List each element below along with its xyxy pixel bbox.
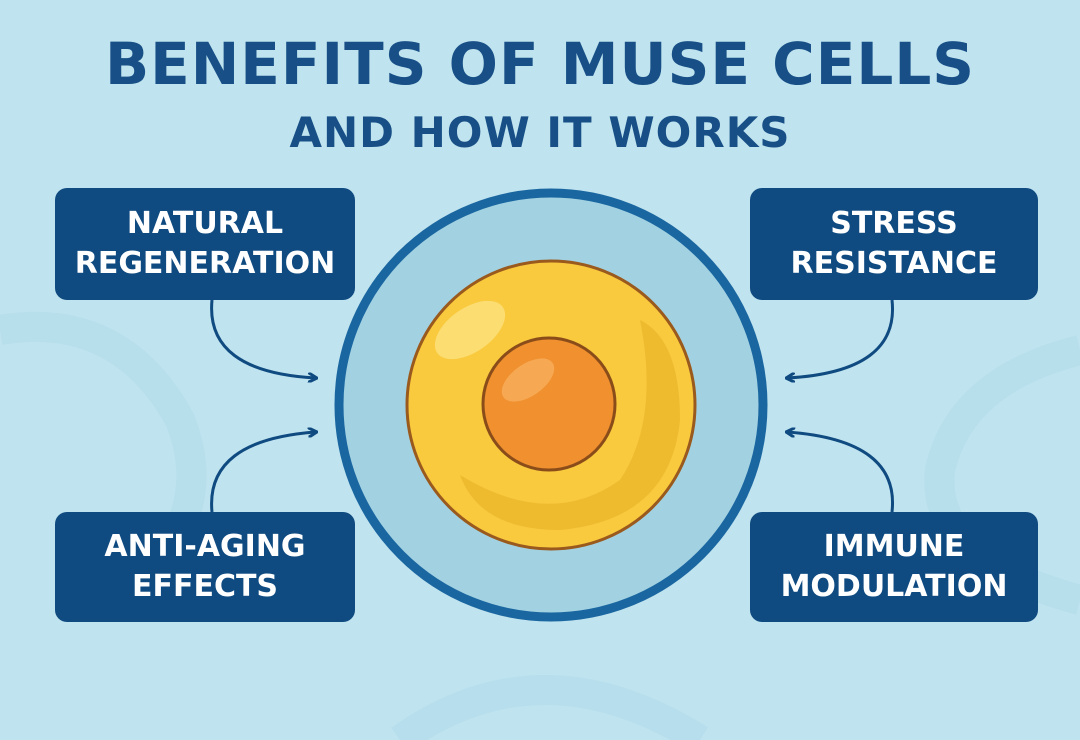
title-line-2: AND HOW IT WORKS (289, 108, 791, 157)
benefit-stress-resistance: STRESS RESISTANCE (750, 188, 1038, 300)
title-line-1: BENEFITS OF MUSE CELLS (104, 30, 976, 98)
benefit-label: NATURAL (126, 206, 284, 241)
benefit-label: MODULATION (780, 569, 1008, 604)
cell-highlight (434, 300, 506, 360)
benefit-label: IMMUNE (823, 529, 965, 564)
arrow-stress-resistance (787, 299, 895, 378)
nucleus-highlight (501, 358, 555, 402)
benefit-label: REGENERATION (74, 246, 336, 281)
benefit-natural-regeneration: NATURAL REGENERATION (55, 188, 355, 300)
benefit-label: STRESS (830, 206, 958, 241)
nucleus (481, 336, 617, 472)
benefit-anti-aging: ANTI-AGING EFFECTS (55, 512, 355, 622)
benefit-immune-modulation: IMMUNE MODULATION (750, 512, 1038, 622)
cytoplasm-shade (460, 320, 680, 530)
benefit-label: EFFECTS (131, 569, 279, 604)
arrow-natural-regeneration (210, 299, 316, 378)
arrow-immune-modulation (787, 432, 895, 513)
benefit-label: ANTI-AGING (104, 529, 306, 564)
arrow-anti-aging (210, 432, 316, 513)
benefit-label: RESISTANCE (790, 246, 998, 281)
